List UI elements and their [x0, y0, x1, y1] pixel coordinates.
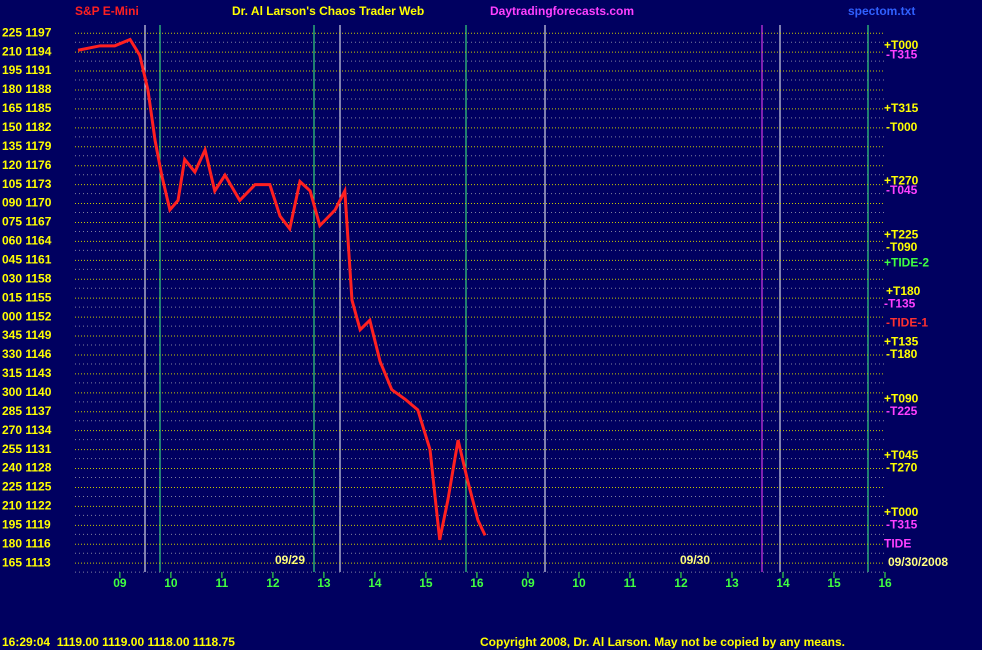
- y-tick-label: 150 1182: [2, 120, 52, 134]
- x-tick-label: 09: [113, 576, 127, 590]
- y-tick-label: 330 1146: [2, 347, 52, 361]
- x-tick-label: 12: [674, 576, 688, 590]
- x-tick-label: 13: [317, 576, 331, 590]
- day-label: 09/30: [680, 553, 710, 567]
- y-tick-label: 090 1170: [2, 196, 52, 210]
- level-label: +T270: [884, 174, 919, 188]
- x-tick-label: 15: [419, 576, 433, 590]
- chart-title: Dr. Al Larson's Chaos Trader Web: [232, 4, 424, 18]
- y-tick-label: 165 1185: [2, 101, 52, 115]
- y-tick-label: 240 1128: [2, 461, 52, 475]
- y-tick-label: 015 1155: [2, 290, 52, 304]
- y-tick-label: 315 1143: [2, 366, 52, 380]
- x-tick-label: 13: [725, 576, 739, 590]
- x-tick-label: 10: [164, 576, 178, 590]
- level-label: -T000: [886, 120, 918, 134]
- level-label: -T225: [886, 404, 918, 418]
- y-tick-label: 000 1152: [2, 309, 52, 323]
- level-label: +T000: [884, 505, 919, 519]
- level-label: TIDE: [884, 536, 911, 550]
- level-label: +T135: [884, 335, 919, 349]
- y-tick-label: 225 1125: [2, 480, 52, 494]
- y-tick-label: 045 1161: [2, 253, 52, 267]
- x-tick-label: 16: [878, 576, 892, 590]
- y-tick-label: 105 1173: [2, 177, 52, 191]
- x-tick-label: 12: [266, 576, 280, 590]
- level-label: +T000: [884, 38, 919, 52]
- site: Daytradingforecasts.com: [490, 4, 634, 18]
- y-tick-label: 255 1131: [2, 442, 52, 456]
- y-tick-label: 165 1113: [2, 555, 51, 569]
- y-tick-label: 075 1167: [2, 215, 52, 229]
- level-label: -TIDE-1: [886, 316, 928, 330]
- level-label: -T135: [884, 297, 916, 311]
- x-tick-label: 14: [776, 576, 790, 590]
- level-label: -T090: [886, 240, 918, 254]
- x-tick-label: 10: [572, 576, 586, 590]
- price-line: [77, 37, 487, 541]
- file-name: spectom.txt: [848, 4, 915, 18]
- y-tick-label: 180 1116: [2, 536, 51, 550]
- level-label: -T270: [886, 461, 918, 475]
- level-label: -T315: [886, 517, 918, 531]
- level-label: +T045: [884, 448, 919, 462]
- x-tick-label: 16: [470, 576, 484, 590]
- x-tick-label: 09: [521, 576, 535, 590]
- y-tick-label: 030 1158: [2, 271, 52, 285]
- day-label: 09/29: [275, 553, 305, 567]
- y-tick-label: 285 1137: [2, 404, 52, 418]
- y-tick-label: 225 1197: [2, 25, 52, 39]
- y-tick-label: 270 1134: [2, 423, 52, 437]
- y-tick-label: 060 1164: [2, 234, 52, 248]
- y-tick-label: 135 1179: [2, 139, 52, 153]
- level-label: +T090: [884, 391, 919, 405]
- y-tick-label: 345 1149: [2, 328, 52, 342]
- status: 16:29:04 1119.00 1119.00 1118.00 1118.75: [2, 635, 235, 649]
- date: 09/30/2008: [888, 555, 948, 569]
- copyright: Copyright 2008, Dr. Al Larson. May not b…: [480, 635, 845, 649]
- level-label: -T180: [886, 347, 918, 361]
- level-label: +T315: [884, 101, 919, 115]
- y-tick-label: 300 1140: [2, 385, 52, 399]
- x-tick-label: 15: [827, 576, 841, 590]
- y-tick-label: 195 1191: [2, 63, 52, 77]
- symbol: S&P E-Mini: [75, 4, 139, 18]
- x-tick-label: 11: [624, 576, 637, 590]
- x-tick-label: 14: [368, 576, 382, 590]
- level-label: +T180: [886, 284, 921, 298]
- y-tick-label: 120 1176: [2, 158, 52, 172]
- level-label: -T045: [886, 183, 918, 197]
- level-label: +TIDE-2: [884, 256, 929, 270]
- level-label: -T315: [886, 47, 918, 61]
- y-tick-label: 195 1119: [2, 517, 51, 531]
- x-tick-label: 11: [216, 576, 229, 590]
- y-tick-label: 210 1194: [2, 44, 52, 58]
- y-tick-label: 210 1122: [2, 499, 52, 513]
- y-tick-label: 180 1188: [2, 82, 52, 96]
- level-label: +T225: [884, 227, 919, 241]
